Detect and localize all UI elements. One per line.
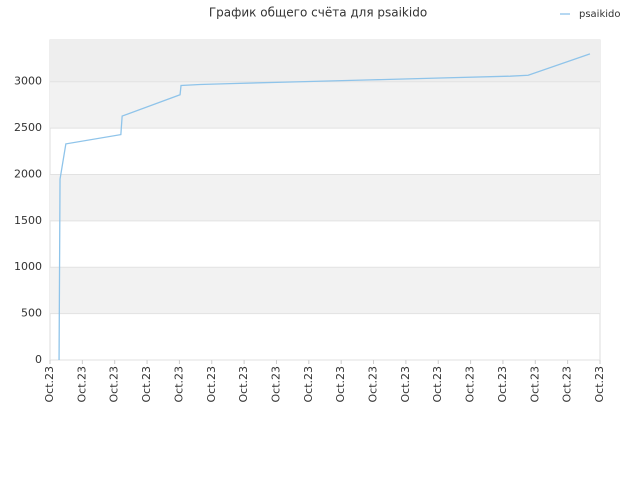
x-tick-label: Oct.23	[75, 366, 88, 403]
chart-title: График общего счёта для psaikido	[209, 6, 427, 20]
band	[50, 40, 600, 82]
x-tick-label: Oct.23	[334, 366, 347, 403]
x-tick-label: Oct.23	[302, 366, 315, 403]
line	[58, 53, 591, 361]
x-tick-label: Oct.23	[172, 366, 185, 403]
x-tick-label: Oct.23	[496, 366, 509, 403]
x-tick-label: Oct.23	[431, 366, 444, 403]
x-tick-label: Oct.23	[561, 366, 574, 403]
x-tick-label: Oct.23	[205, 366, 218, 403]
x-tick-label: Oct.23	[140, 366, 153, 403]
y-tick-label: 1000	[14, 260, 42, 273]
x-tick-label: Oct.23	[464, 366, 477, 403]
y-tick-label: 0	[35, 353, 42, 366]
x-tick-label: Oct.23	[237, 366, 250, 403]
x-tick-label: Oct.23	[367, 366, 380, 403]
legend-label: psaikido	[579, 9, 621, 20]
x-tick-label: Oct.23	[399, 366, 412, 403]
band	[50, 81, 600, 129]
y-tick-label: 500	[21, 307, 42, 320]
y-tick-label: 2500	[14, 121, 42, 134]
band	[50, 267, 600, 314]
band	[50, 174, 600, 221]
y-tick-label: 2000	[14, 167, 42, 180]
x-tick-label: Oct.23	[593, 366, 606, 403]
y-tick-label: 1500	[14, 214, 42, 227]
x-tick-label: Oct.23	[43, 366, 56, 403]
y-tick-label: 3000	[14, 75, 42, 88]
x-tick-label: Oct.23	[108, 366, 121, 403]
x-tick-label: Oct.23	[528, 366, 541, 403]
x-tick-label: Oct.23	[269, 366, 282, 403]
